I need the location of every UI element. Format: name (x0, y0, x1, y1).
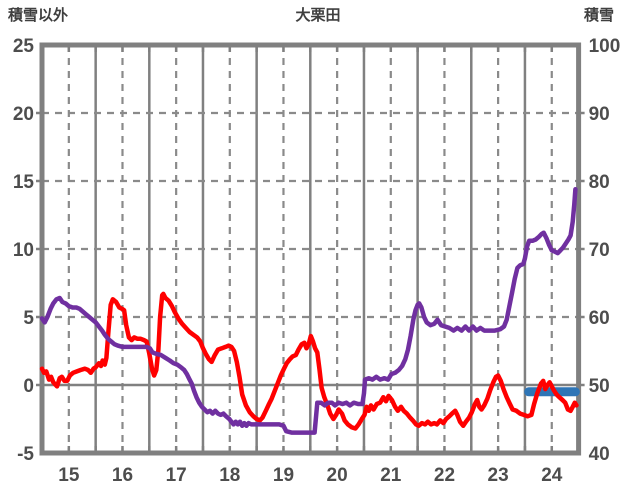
right-axis-title: 積雪 (583, 7, 614, 24)
grid-layer (42, 45, 579, 453)
x-axis-tick-label: 19 (273, 465, 294, 486)
right-axis-tick-label: 90 (589, 104, 610, 125)
x-axis-tick-label: 17 (166, 465, 187, 486)
right-axis-tick-label: 40 (589, 444, 610, 465)
x-axis-tick-label: 24 (541, 465, 563, 486)
right-axis-tick-label: 50 (589, 376, 610, 397)
left-axis-tick-label: -5 (17, 444, 34, 465)
x-axis-tick-label: 21 (380, 465, 402, 486)
plot-frame (39, 42, 582, 456)
left-axis-tick-label: 20 (13, 104, 34, 125)
left-axis-tick-label: 0 (23, 376, 34, 397)
right-axis-tick-label: 70 (589, 240, 610, 261)
right-axis-tick-label: 60 (589, 308, 610, 329)
right-axis-tick-label: 100 (589, 36, 621, 57)
chart-title: 大栗田 (295, 7, 341, 24)
left-axis-tick-label: 25 (13, 36, 35, 57)
x-axis-tick-label: 15 (58, 465, 80, 486)
x-axis-tick-label: 22 (434, 465, 455, 486)
x-axis-tick-label: 16 (112, 465, 133, 486)
left-axis-tick-label: 10 (13, 240, 34, 261)
left-axis-title: 積雪以外 (8, 7, 69, 24)
x-axis-tick-label: 20 (327, 465, 348, 486)
left-axis-tick-label: 15 (13, 172, 35, 193)
x-axis-tick-label: 23 (488, 465, 509, 486)
series-red-line (39, 291, 579, 431)
x-axis-tick-label: 18 (219, 465, 240, 486)
series-purple-line (39, 186, 578, 435)
left-axis-tick-label: 5 (23, 308, 34, 329)
right-axis-tick-label: 80 (589, 172, 610, 193)
